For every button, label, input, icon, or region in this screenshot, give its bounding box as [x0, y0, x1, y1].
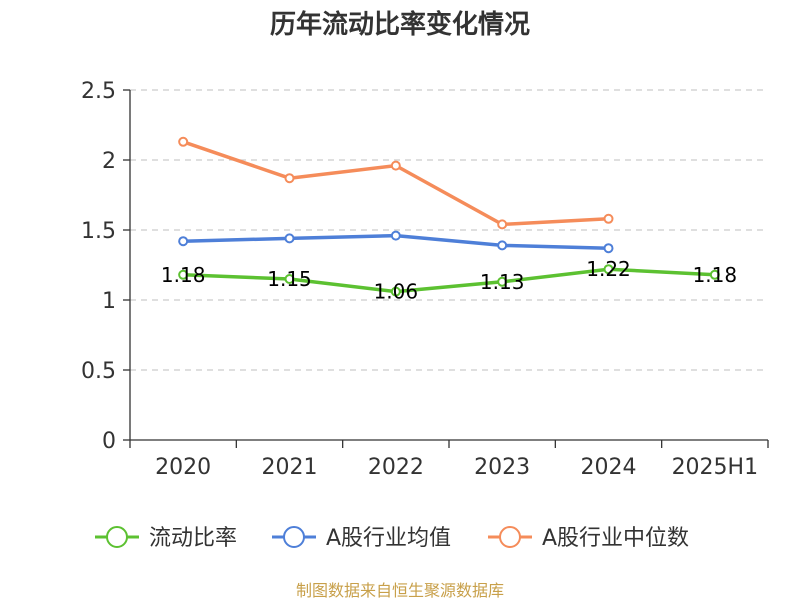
axes: 0 0.5 1 1.5 2 2.5 2020 2021 2022 2023 2024 2025H1: [81, 79, 769, 480]
legend-label: 流动比率: [149, 526, 237, 551]
data-point: [497, 240, 508, 251]
data-point: [497, 219, 508, 230]
y-tick-label: 0: [102, 429, 116, 454]
data-label: 1.15: [267, 267, 312, 291]
data-point: [178, 136, 189, 147]
data-label: 1.06: [374, 280, 419, 304]
data-point: [284, 233, 295, 244]
series-line: [183, 267, 715, 294]
y-tick-label: 2.5: [81, 79, 116, 104]
data-label: 1.18: [693, 263, 738, 287]
legend-marker: [283, 526, 305, 548]
legend-item-2: A股行业均值: [272, 526, 451, 551]
data-label: 1.18: [161, 263, 206, 287]
grid: [130, 89, 768, 371]
legend-marker: [106, 526, 128, 548]
series-group: 1.18 1.15 1.06 1.13 1.22 1.18: [161, 136, 737, 304]
x-tick-label: 2020: [155, 455, 211, 480]
x-tick-label: 2021: [262, 455, 318, 480]
legend-item-3: A股行业中位数: [488, 526, 689, 551]
legend-item-1: 流动比率: [95, 526, 237, 551]
chart-title: 历年流动比率变化情况: [270, 9, 530, 40]
footer-source: 制图数据来自恒生聚源数据库: [296, 581, 504, 600]
data-point: [390, 286, 401, 297]
data-point: [284, 274, 295, 284]
data-point: [603, 243, 614, 254]
series-2: [178, 230, 614, 254]
data-point: [178, 236, 189, 247]
legend-label: A股行业中位数: [542, 526, 689, 551]
data-point: [178, 269, 189, 280]
y-tick-label: 1.5: [81, 219, 116, 244]
data-point: [497, 276, 508, 287]
data-point: [284, 173, 295, 184]
legend: 流动比率 A股行业均值 A股行业中位数: [95, 526, 689, 551]
y-tick-label: 0.5: [81, 359, 116, 384]
y-tick-label: 2: [102, 149, 116, 174]
y-tick-label: 1: [102, 289, 116, 314]
series-line: [182, 140, 609, 227]
legend-marker: [499, 526, 521, 548]
data-point: [603, 264, 614, 275]
data-label: 1.22: [586, 257, 631, 281]
data-label: 1.13: [480, 270, 525, 294]
data-point: [603, 213, 614, 224]
legend-label: A股行业均值: [326, 526, 451, 551]
x-tick-label: 2024: [581, 455, 637, 480]
series-1: 1.18 1.15 1.06 1.13 1.22 1.18: [161, 257, 737, 303]
x-tick-label: 2023: [474, 455, 530, 480]
data-point: [390, 230, 401, 241]
x-tick-label: 2025H1: [672, 455, 759, 480]
series-3: [178, 136, 614, 230]
data-point: [709, 269, 720, 280]
x-tick-label: 2022: [368, 455, 424, 480]
data-point: [390, 160, 401, 171]
